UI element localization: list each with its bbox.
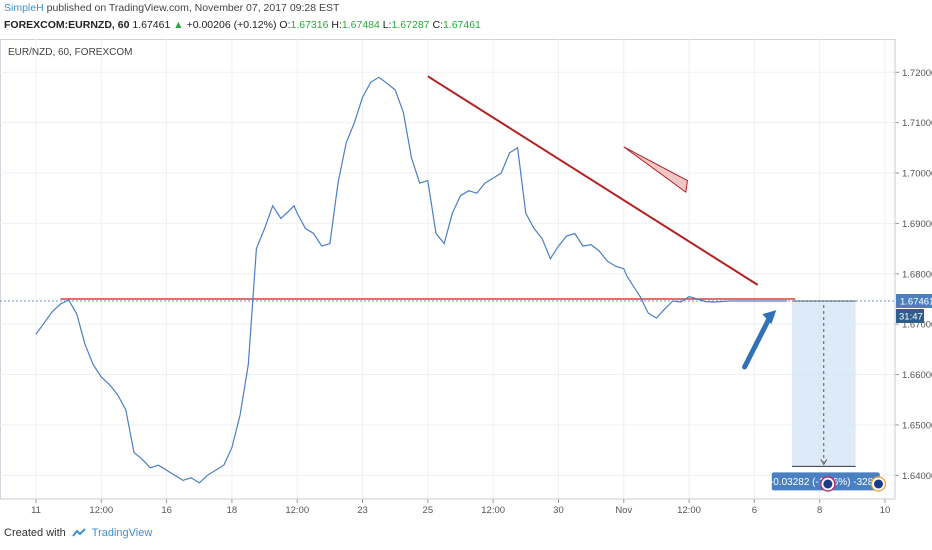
y-tick-label: 1.67000: [902, 320, 932, 331]
created-with-text: Created with: [4, 527, 66, 539]
ohlc-bar: FOREXCOM:EURNZD, 60 1.67461 ▲ +0.00206 (…: [4, 19, 481, 31]
x-tick-label: 16: [161, 505, 172, 516]
tradingview-brand[interactable]: TradingView: [91, 527, 153, 539]
y-tick-label: 1.68000: [902, 269, 932, 280]
x-tick-label: 12:00: [481, 505, 505, 516]
low-label: L:: [382, 19, 392, 31]
open-value: 1.67316: [290, 19, 329, 31]
price-label-bg: [896, 293, 932, 308]
x-tick-label: 12:00: [677, 505, 701, 516]
chart-title: EUR/NZD, 60, FOREXCOM: [8, 47, 132, 58]
series-group: [35, 76, 787, 484]
price-chart[interactable]: 1.72000 1.71000 1.70000 1.69000 1.68000 1.670…: [0, 39, 932, 519]
measure-arrow-icon: [820, 459, 828, 466]
x-tick-label: 12:00: [89, 505, 113, 516]
x-tick-label: 10: [880, 505, 891, 516]
y-tick-label: 1.65000: [902, 420, 932, 431]
high-value: 1.67484: [341, 19, 380, 31]
high-label: H:: [331, 19, 342, 31]
author-link[interactable]: SimpleH: [4, 2, 44, 14]
trend-line-group: [427, 75, 759, 286]
x-tick-label: 11: [31, 505, 41, 516]
annotation-arrow-icon: [742, 315, 772, 370]
tradingview-logo-icon: [71, 528, 86, 537]
last-price: 1.67461: [132, 19, 171, 31]
close-label: C:: [432, 19, 443, 31]
annotation-arrowhead-icon: [762, 310, 777, 325]
trend-line: [427, 75, 759, 286]
x-tick-label: Nov: [615, 505, 632, 516]
y-tick-label: 1.64000: [902, 471, 932, 482]
low-value: 1.67287: [391, 19, 430, 31]
y-tick-label: 1.71000: [902, 118, 932, 129]
x-tick-label: 18: [227, 505, 238, 516]
chart-frame[interactable]: 1.72000 1.71000 1.70000 1.69000 1.68000 1.670…: [0, 39, 932, 519]
time-label: 31:47: [899, 311, 923, 322]
y-tick-label: 1.70000: [902, 169, 932, 180]
footer: Created with TradingView: [4, 527, 152, 539]
publish-info: SimpleH published on TradingView.com, No…: [4, 2, 339, 14]
highlight-triangle: [623, 146, 688, 194]
axes: 1.72000 1.71000 1.70000 1.69000 1.68000 1.670…: [0, 39, 932, 516]
time-label-bg: [896, 308, 924, 323]
x-tick-label: 23: [357, 505, 368, 516]
y-tick-label: 1.69000: [902, 219, 932, 230]
y-tick-label: 1.66000: [902, 370, 932, 381]
measure-tool: [791, 300, 856, 467]
x-tick-label: 25: [423, 505, 434, 516]
plot-border: [0, 39, 896, 500]
x-tick-label: 30: [553, 505, 564, 516]
event-flag-inner-icon: [823, 479, 833, 489]
price-change: +0.00206 (+0.12%): [186, 19, 277, 31]
price-line: [35, 76, 787, 484]
close-value: 1.67461: [442, 19, 481, 31]
x-tick-label: 12:00: [285, 505, 309, 516]
x-tick-label: 6: [752, 505, 757, 516]
grid: [0, 39, 896, 500]
up-arrow-icon: ▲: [173, 19, 184, 31]
symbol-label: FOREXCOM:EURNZD, 60: [4, 19, 130, 31]
published-text: published on TradingView.com, November 0…: [46, 2, 340, 14]
open-label: O:: [279, 19, 291, 31]
y-tick-label: 1.72000: [902, 68, 932, 79]
event-flag-inner-icon: [873, 479, 883, 489]
x-tick-label: 8: [817, 505, 822, 516]
price-label: 1.67461: [900, 296, 932, 307]
